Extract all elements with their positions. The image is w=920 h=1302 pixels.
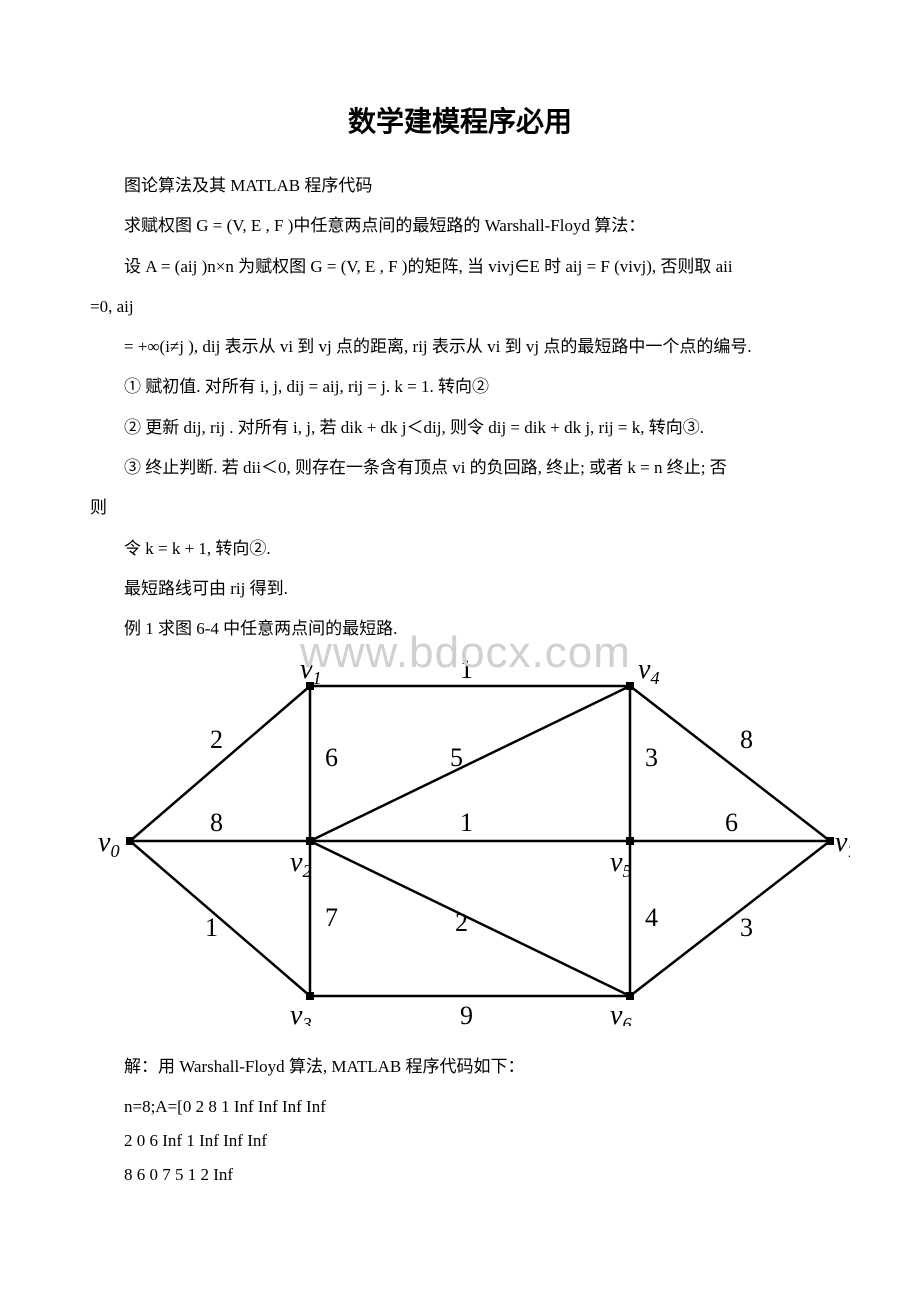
edge-weight: 7 xyxy=(325,903,338,932)
graph-edge xyxy=(310,841,630,996)
graph-node xyxy=(626,992,634,1000)
node-label: v0 xyxy=(98,827,120,861)
graph-node xyxy=(626,682,634,690)
paragraph-text: ③ 终止判断. 若 dii＜0, 则存在一条含有顶点 vi 的负回路, 终止; … xyxy=(124,458,727,477)
edge-weight: 1 xyxy=(460,808,473,837)
paragraph: ② 更新 dij, rij . 对所有 i, j, 若 dik + dk j＜d… xyxy=(90,412,830,444)
node-label: v2 xyxy=(290,847,312,881)
paragraph: ③ 终止判断. 若 dii＜0, 则存在一条含有顶点 vi 的负回路, 终止; … xyxy=(90,452,830,484)
edge-weight: 3 xyxy=(645,743,658,772)
paragraph: 解：用 Warshall-Floyd 算法, MATLAB 程序代码如下： xyxy=(90,1051,830,1083)
node-label: v6 xyxy=(610,1000,632,1026)
node-label: v4 xyxy=(638,656,660,688)
graph-node xyxy=(306,837,314,845)
node-label: v5 xyxy=(610,847,632,881)
edge-weight: 8 xyxy=(210,808,223,837)
edge-weight: 5 xyxy=(450,743,463,772)
graph-edge xyxy=(130,841,310,996)
paragraph: ① 赋初值. 对所有 i, j, dij = aij, rij = j. k =… xyxy=(90,371,830,403)
paragraph: 例 1 求图 6-4 中任意两点间的最短路. xyxy=(90,613,830,645)
edge-weight: 4 xyxy=(645,903,658,932)
graph-node xyxy=(306,992,314,1000)
edge-weight: 1 xyxy=(205,913,218,942)
node-label: v3 xyxy=(290,1000,312,1026)
paragraph: =0, aij xyxy=(90,291,830,323)
paragraph-text: 设 A = (aij )n×n 为赋权图 G = (V, E , F )的矩阵,… xyxy=(124,257,733,276)
node-label: v1 xyxy=(300,656,322,688)
edge-weight: 1 xyxy=(460,656,473,684)
graph-edge xyxy=(630,841,830,996)
paragraph: 最短路线可由 rij 得到. xyxy=(90,573,830,605)
edge-weight: 6 xyxy=(725,808,738,837)
edge-weight: 2 xyxy=(210,725,223,754)
graph-node xyxy=(626,837,634,845)
edge-weight: 6 xyxy=(325,743,338,772)
edge-weight: 3 xyxy=(740,913,753,942)
node-label: v7 xyxy=(835,827,850,861)
subtitle: 图论算法及其 MATLAB 程序代码 xyxy=(90,170,830,202)
paragraph: 求赋权图 G = (V, E , F )中任意两点间的最短路的 Warshall… xyxy=(90,210,830,242)
graph-svg: 2 8 1 6 1 7 5 1 2 9 3 8 4 6 3 v0 v1 v2 v3 v4 v5 v6 v7 xyxy=(90,656,850,1026)
paragraph: 令 k = k + 1, 转向②. xyxy=(90,533,830,565)
paragraph: 则 xyxy=(90,492,830,524)
edge-weight: 9 xyxy=(460,1001,473,1026)
code-line: 2 0 6 Inf 1 Inf Inf Inf xyxy=(90,1125,830,1157)
paragraph: = +∞(i≠j ), dij 表示从 vi 到 vj 点的距离, rij 表示… xyxy=(90,331,830,363)
paragraph: 设 A = (aij )n×n 为赋权图 G = (V, E , F )的矩阵,… xyxy=(90,251,830,283)
graph-node xyxy=(126,837,134,845)
code-line: 8 6 0 7 5 1 2 Inf xyxy=(90,1159,830,1191)
graph-figure: www.bdocx.com 281617512938463v0v1v2v3v4v… xyxy=(90,656,830,1031)
code-line: n=8;A=[0 2 8 1 Inf Inf Inf Inf xyxy=(90,1091,830,1123)
edge-weight: 8 xyxy=(740,725,753,754)
graph-node xyxy=(826,837,834,845)
edge-weight: 2 xyxy=(455,908,468,937)
page-title: 数学建模程序必用 xyxy=(90,100,830,140)
